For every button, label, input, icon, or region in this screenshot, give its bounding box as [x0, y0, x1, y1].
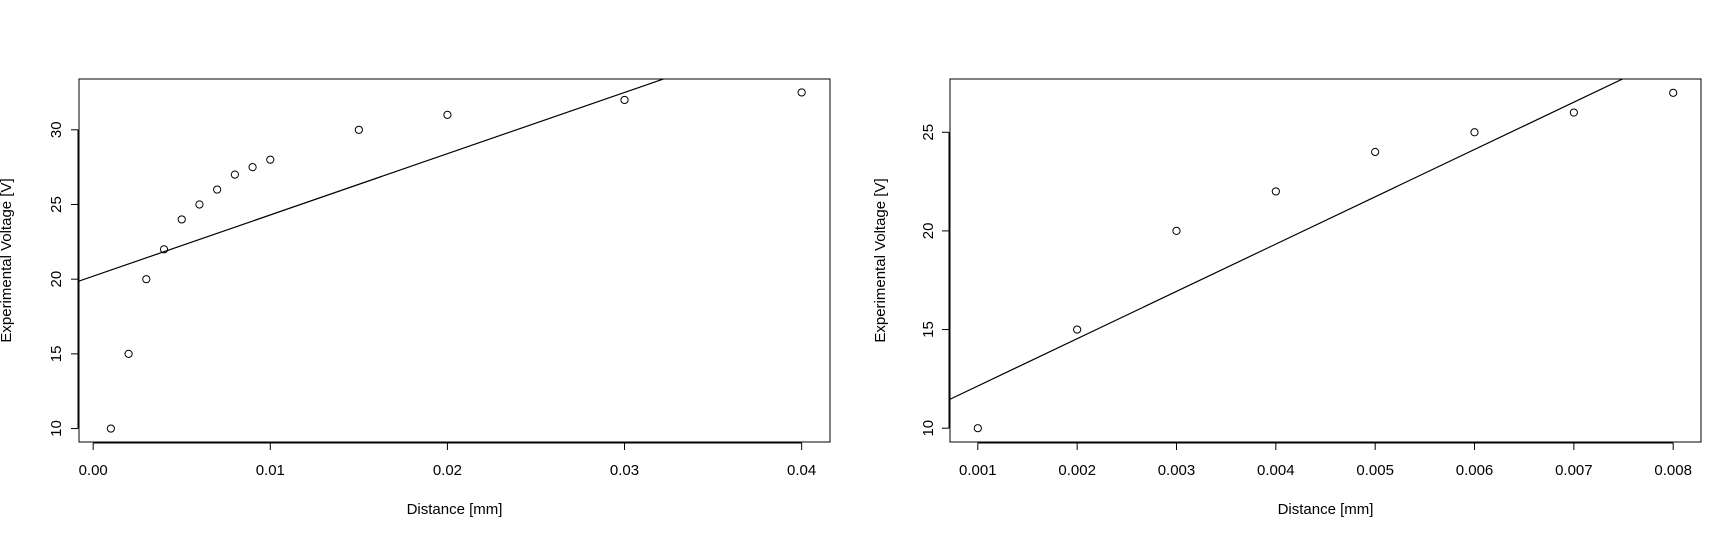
x-tick-label: 0.007: [1555, 462, 1593, 479]
data-point: [159, 245, 169, 254]
data-point: [248, 163, 257, 172]
data-point: [142, 275, 151, 284]
data-point: [195, 200, 204, 209]
x-tick-label: 0.01: [256, 462, 285, 479]
y-tick-label: 15: [48, 346, 65, 363]
right-scatter-panel: 0.001 0.002 0.003 0.004 0.005 0.006 0.007 0.008…: [872, 78, 1702, 518]
data-point: [1271, 187, 1280, 196]
y-tick-label: 30: [48, 121, 65, 138]
data-point: [443, 110, 452, 119]
data-point: [354, 125, 363, 134]
x-tick-label: 0.00: [79, 462, 108, 479]
x-axis-label: Distance [mm]: [1278, 501, 1374, 518]
y-axis-label: Experimental Voltage [V]: [872, 178, 889, 342]
plot-frame: [78, 78, 831, 443]
fit-line: [950, 79, 1624, 400]
x-tick-label: 0.04: [787, 462, 816, 479]
data-point: [230, 170, 239, 179]
y-tick-label: 15: [920, 321, 937, 338]
y-tick-label: 25: [48, 196, 65, 213]
data-point: [1569, 108, 1578, 117]
data-point: [1669, 88, 1678, 97]
x-tick-label: 0.03: [610, 462, 639, 479]
x-tick-label: 0.005: [1356, 462, 1394, 479]
plot-frame: [949, 78, 1702, 443]
left-scatter-panel: 0.00 0.01 0.02 0.03 0.04 10 15 20 25 30 Distance […: [0, 78, 831, 518]
x-tick-label: 0.008: [1654, 462, 1692, 479]
y-tick-label: 20: [920, 223, 937, 240]
data-point: [213, 185, 222, 194]
x-tick-label: 0.02: [433, 462, 462, 479]
data-point: [1470, 128, 1479, 137]
data-point: [1172, 226, 1181, 236]
data-point: [620, 95, 629, 105]
data-point: [973, 424, 982, 433]
data-point: [177, 215, 186, 224]
data-point: [1371, 147, 1380, 157]
y-tick-label: 10: [920, 420, 937, 437]
x-tick-label: 0.001: [959, 462, 997, 479]
y-axis-label: Experimental Voltage [V]: [0, 178, 15, 342]
y-tick-label: 25: [920, 124, 937, 141]
data-point: [1073, 325, 1082, 334]
data-point: [797, 88, 806, 97]
y-tick-label: 10: [48, 420, 65, 437]
data-point: [106, 424, 115, 433]
fit-line: [79, 79, 666, 282]
x-tick-label: 0.006: [1456, 462, 1494, 479]
data-point: [124, 349, 133, 358]
x-axis-label: Distance [mm]: [407, 501, 503, 518]
data-point: [266, 155, 275, 164]
y-tick-label: 20: [48, 271, 65, 288]
x-tick-label: 0.002: [1058, 462, 1096, 479]
x-tick-label: 0.004: [1257, 462, 1295, 479]
x-tick-label: 0.003: [1158, 462, 1196, 479]
